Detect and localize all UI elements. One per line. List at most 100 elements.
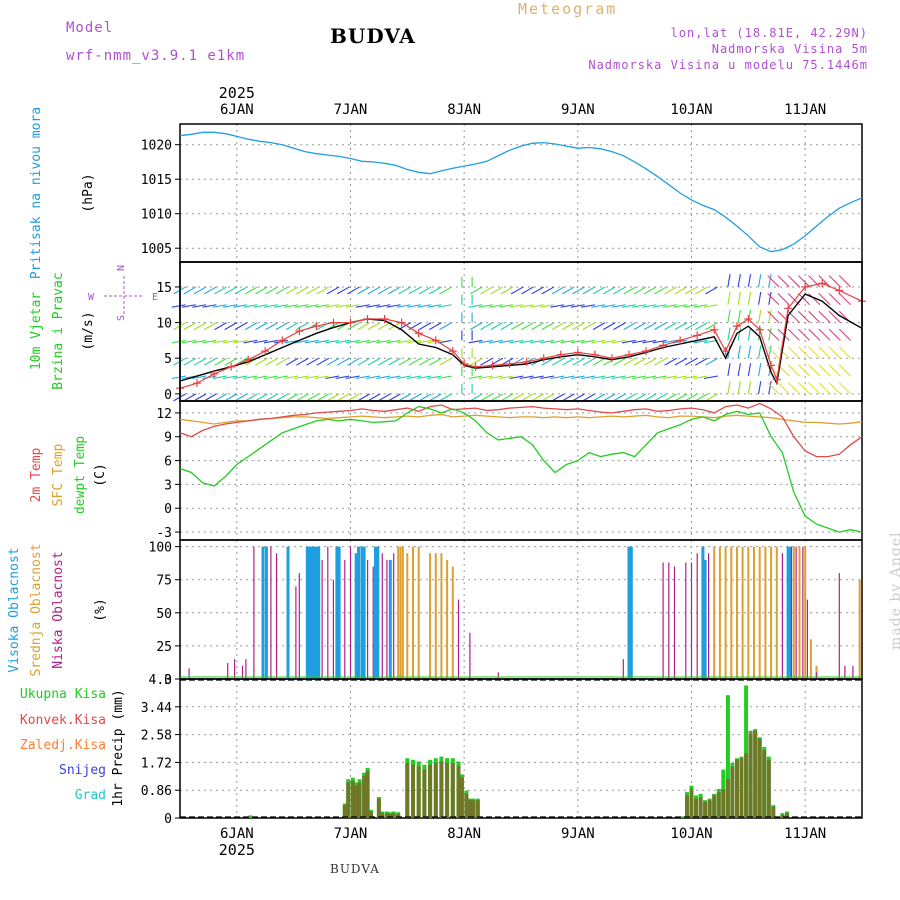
cloud-bar bbox=[838, 573, 840, 679]
wind-arrow bbox=[808, 328, 821, 341]
gust-marker bbox=[818, 279, 827, 288]
wind-arrow bbox=[490, 286, 504, 295]
wind-arrow bbox=[437, 339, 452, 344]
cloud-bar bbox=[388, 559, 392, 679]
wind-arrow bbox=[500, 393, 514, 402]
wind-arrow bbox=[377, 393, 391, 402]
ytick-label: 10 bbox=[156, 317, 172, 332]
precip-bar-total bbox=[680, 816, 685, 818]
precip-bar-conv bbox=[357, 782, 362, 818]
wind-arrow bbox=[366, 304, 381, 308]
wind-arrow bbox=[244, 393, 258, 402]
wind-arrow bbox=[510, 286, 524, 295]
wind-arrow bbox=[427, 375, 442, 380]
wind-arrow bbox=[643, 286, 657, 295]
temp2m-line bbox=[179, 402, 863, 458]
wind-arrow bbox=[818, 275, 831, 288]
wind-arrow bbox=[767, 346, 780, 359]
wind-arrow bbox=[285, 322, 299, 331]
wind-arrow bbox=[357, 357, 371, 366]
wind-arrow bbox=[214, 393, 227, 402]
wind-arrow bbox=[509, 304, 524, 308]
wind-arrow bbox=[366, 375, 381, 380]
wind-arrow bbox=[376, 375, 391, 380]
precip-bar-conv bbox=[362, 776, 367, 818]
wind-arrow bbox=[818, 382, 831, 395]
wind-arrow bbox=[758, 381, 762, 394]
wind-arrow bbox=[357, 322, 371, 331]
cloud-bar bbox=[770, 546, 773, 679]
precip-bar-total bbox=[248, 815, 253, 818]
wind-arrow bbox=[490, 393, 504, 402]
wind-arrow bbox=[345, 375, 360, 380]
pressure-unit: (hPa) bbox=[81, 173, 96, 212]
wind-arrow bbox=[263, 304, 278, 308]
cloud-bar bbox=[314, 546, 318, 679]
precip-unit: 1hr Precip (mm) bbox=[111, 689, 126, 806]
cloud-bar bbox=[381, 553, 383, 679]
wind-arrow bbox=[284, 304, 299, 308]
wind-arrow bbox=[828, 382, 841, 395]
wind-arrow bbox=[193, 322, 207, 331]
wind-arrow bbox=[306, 393, 319, 402]
wind-arrow bbox=[693, 375, 708, 380]
wind-arrow bbox=[500, 286, 514, 295]
precip-bar-conv bbox=[450, 763, 455, 818]
precip-bar-conv bbox=[753, 730, 758, 818]
cloud-bar bbox=[741, 546, 744, 679]
temp-label-sfc: SFC Temp bbox=[51, 444, 66, 507]
wind-arrow bbox=[439, 357, 452, 366]
wind-arrow bbox=[499, 304, 514, 308]
wind-arrow bbox=[737, 345, 741, 359]
bottom-tick-label: 10JAN bbox=[670, 826, 712, 842]
precip-bar-conv bbox=[411, 764, 415, 818]
wind-arrow bbox=[828, 364, 841, 377]
wind-arrow bbox=[602, 322, 616, 331]
gust-marker bbox=[767, 361, 776, 370]
wind-arrow bbox=[396, 375, 411, 380]
wind-arrow bbox=[541, 357, 555, 366]
wind-arrow bbox=[777, 346, 790, 359]
wind-arrow bbox=[398, 393, 412, 402]
ytick-label: 0.86 bbox=[141, 784, 172, 799]
precip-bar-conv bbox=[405, 763, 410, 818]
wind-arrow bbox=[758, 291, 762, 305]
wind-arrow bbox=[519, 304, 534, 308]
wind-arrow bbox=[727, 291, 731, 305]
wind-arrow bbox=[623, 357, 637, 366]
model-elevation-label: Nadmorska Visina u modelu 75.1446m bbox=[588, 58, 868, 72]
cloud-bar bbox=[434, 553, 437, 679]
wind-arrow bbox=[727, 381, 731, 394]
gust-marker bbox=[744, 315, 753, 324]
wind-arrow bbox=[326, 393, 340, 402]
wind-arrow bbox=[488, 304, 503, 308]
wind-arrow bbox=[335, 304, 350, 308]
bottom-tick-label: 9JAN bbox=[561, 826, 595, 842]
wind-arrow bbox=[705, 393, 718, 402]
wind-arrow bbox=[581, 304, 595, 308]
wind-arrow bbox=[519, 339, 534, 344]
precip-bar-conv bbox=[376, 798, 381, 818]
precip-bar-conv bbox=[748, 730, 753, 818]
wind-arrow bbox=[643, 393, 657, 402]
panel-temperature: -3 0 3 6 9 12 bbox=[156, 400, 863, 541]
wind-arrow bbox=[818, 346, 831, 359]
precip-bar-conv bbox=[725, 779, 730, 818]
gust-marker bbox=[193, 379, 202, 388]
wind-arrow bbox=[203, 286, 217, 295]
wind-arrow bbox=[345, 339, 360, 344]
wind-arrow bbox=[296, 286, 309, 295]
bottom-tick-label: 8JAN bbox=[447, 826, 481, 842]
ytick-label: 25 bbox=[156, 640, 172, 655]
cloud-bar bbox=[386, 559, 388, 679]
wind-arrow bbox=[684, 322, 698, 331]
wind-arrow bbox=[407, 304, 422, 308]
cloud-bar bbox=[451, 566, 454, 679]
cloud-bar bbox=[308, 546, 312, 679]
cloud-bar bbox=[668, 562, 670, 679]
wind-arrow bbox=[212, 339, 227, 344]
panel-frame bbox=[179, 400, 863, 541]
wind-arrow bbox=[521, 322, 534, 331]
wind-arrow bbox=[828, 275, 841, 288]
